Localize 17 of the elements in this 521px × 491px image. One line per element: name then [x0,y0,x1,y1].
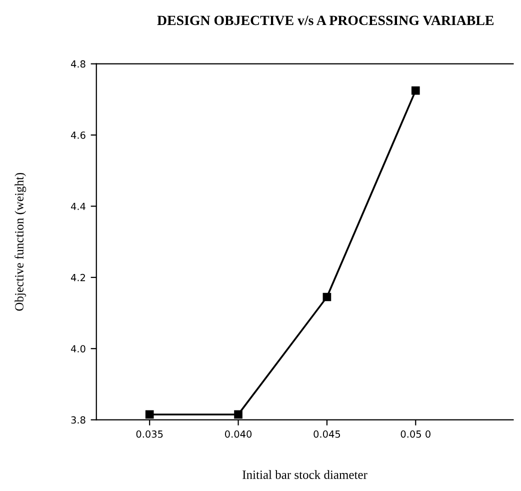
point [145,410,154,419]
chart-title: DESIGN OBJECTIVE v/s A PROCESSING VARIABLE [157,16,494,26]
y-tick-label: 4.4 [70,202,86,210]
y-tick-label: 4.2 [70,274,85,282]
point [411,86,420,95]
x-tick-label: 0.040 [225,430,252,438]
x-tick-label: 0.035 [136,430,163,438]
x-tick-label: 0.045 [314,430,340,438]
point [234,410,242,419]
y-tick-label: 4.8 [70,60,86,68]
x-axis-title: Initial bar stock diameter [242,470,368,479]
y-tick-label: 3.8 [71,416,86,424]
y-tick-label: 4.0 [70,345,86,352]
y-tick-label: 4.6 [70,132,86,139]
point [322,292,332,302]
y-axis-title: Objective function (weight) [14,172,26,311]
x-tick-label: 0.05 0 [400,430,430,438]
